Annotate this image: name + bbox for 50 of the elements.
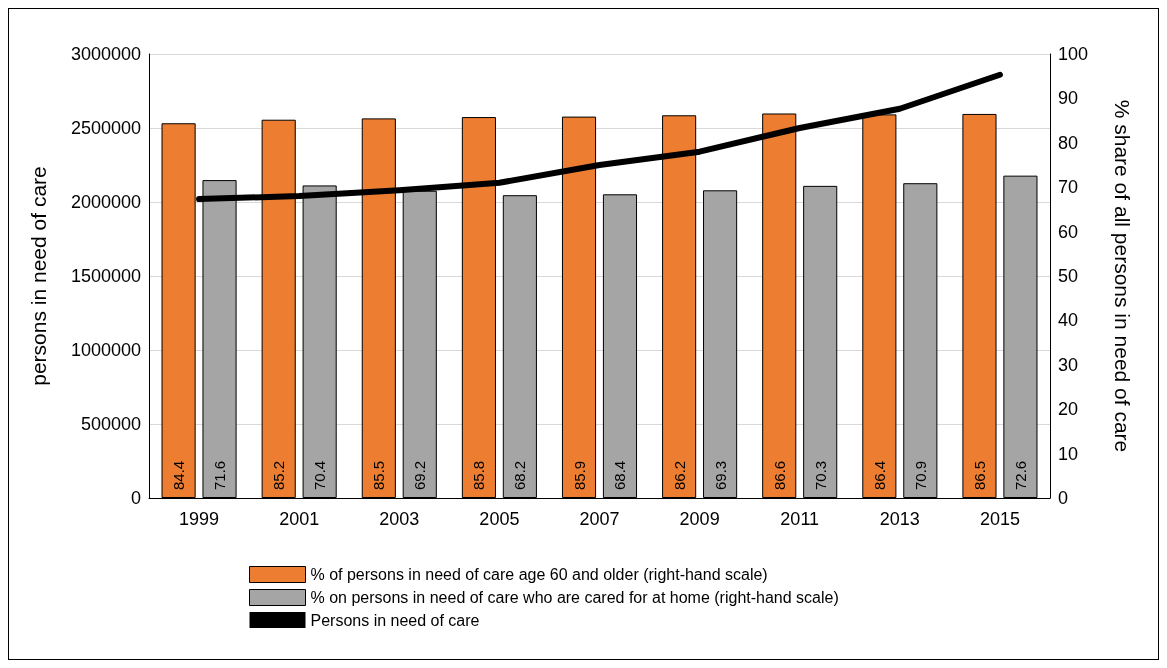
y-tick-label: 2500000 [70,118,141,138]
y-tick-label: 1500000 [70,266,141,286]
x-tick-label: 2015 [979,509,1020,529]
y2-tick-label: 60 [1058,221,1079,242]
y2-tick-label: 30 [1058,354,1079,375]
data-label: 86.2 [670,460,688,490]
y2-tick-label: 80 [1058,132,1079,153]
x-tick-label: 2011 [780,509,820,529]
y2-tick-label: 70 [1058,177,1079,198]
data-label: 85.2 [270,460,288,490]
y2-tick-label: 10 [1058,443,1079,464]
legend-label: Persons in need of care [310,611,480,629]
data-label: 72.6 [1011,460,1029,490]
x-tick-label: 2001 [279,509,320,529]
x-tick-label: 2005 [479,509,520,529]
data-label: 85.8 [470,460,488,490]
y-tick-label: 500000 [80,414,141,434]
y-tick-label: 0 [130,488,141,508]
data-label: 86.6 [770,460,788,490]
x-tick-label: 2003 [379,509,420,529]
data-label: 70.4 [311,460,329,490]
data-label: 70.9 [911,460,929,490]
data-label: 69.2 [411,460,429,490]
y2-tick-label: 0 [1058,488,1069,508]
legend-label: % on persons in need of care who are cared for at home (right-hand scale) [310,589,839,606]
y2-tick-label: 20 [1058,399,1079,420]
x-tick-label: 2013 [879,509,920,529]
data-label: 86.4 [870,460,888,490]
data-label: 85.5 [370,460,388,490]
data-label: 70.3 [811,460,829,490]
y-tick-label: 1000000 [70,340,141,360]
y-tick-label: 2000000 [70,192,141,212]
y2-tick-label: 90 [1058,88,1079,109]
x-tick-label: 2007 [579,509,620,529]
y2-tick-label: 40 [1058,310,1079,331]
data-label: 69.3 [711,460,729,490]
legend-label: % of persons in need of care age 60 and older (right-hand scale) [310,566,768,583]
y2-axis-title: % share of all persons in need of care [1111,99,1134,453]
data-label: 86.5 [970,460,988,490]
x-tick-label: 2009 [679,509,720,529]
y-axis-title: persons in need of care [27,166,50,386]
y2-tick-label: 50 [1058,266,1079,286]
x-tick-label: 1999 [179,509,220,529]
data-label: 85.9 [570,460,588,490]
data-label: 68.4 [611,460,629,490]
data-label: 71.6 [211,460,229,490]
y2-tick-label: 100 [1058,44,1089,64]
data-label: 84.4 [170,460,188,490]
y-tick-label: 3000000 [70,44,141,64]
data-label: 68.2 [511,460,529,490]
